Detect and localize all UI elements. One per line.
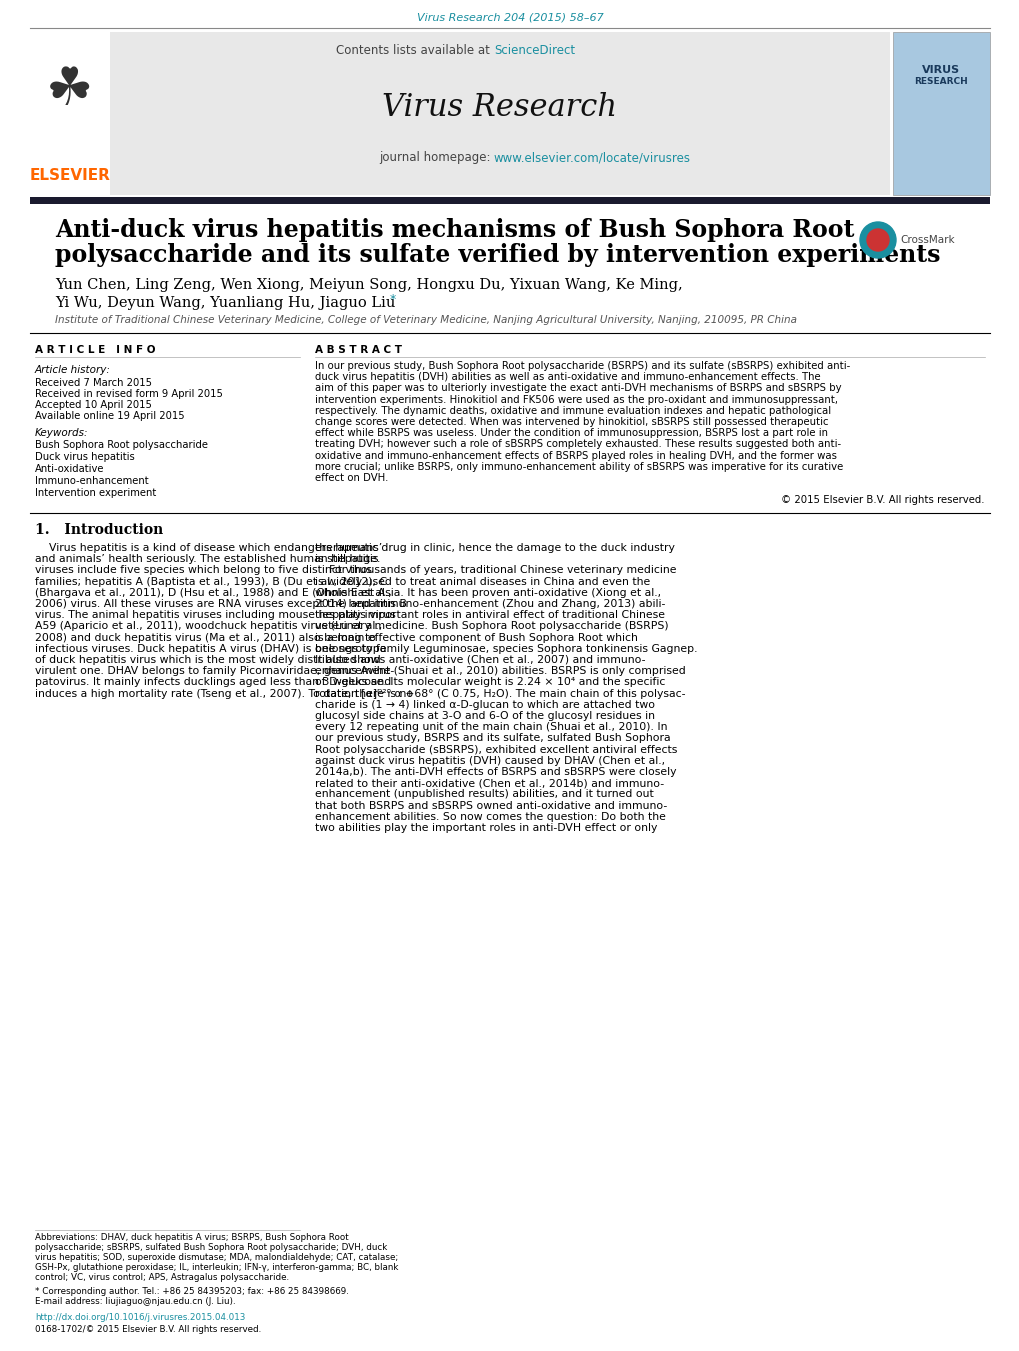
- Text: enhancement abilities. So now comes the question: Do both the: enhancement abilities. So now comes the …: [315, 812, 665, 821]
- Text: Keywords:: Keywords:: [35, 428, 89, 438]
- Bar: [30, 197, 989, 204]
- Text: Accepted 10 April 2015: Accepted 10 April 2015: [35, 400, 152, 409]
- Text: A B S T R A C T: A B S T R A C T: [315, 345, 401, 355]
- Text: VIRUS: VIRUS: [921, 65, 959, 76]
- Text: ELSEVIER: ELSEVIER: [30, 168, 110, 182]
- Text: charide is (1 → 4) linked α-D-glucan to which are attached two: charide is (1 → 4) linked α-D-glucan to …: [315, 700, 654, 709]
- Bar: [30, 32, 110, 195]
- Text: against duck virus hepatitis (DVH) caused by DHAV (Chen et al.,: against duck virus hepatitis (DVH) cause…: [315, 755, 664, 766]
- Text: enhancement (Shuai et al., 2010) abilities. BSRPS is only comprised: enhancement (Shuai et al., 2010) abiliti…: [315, 666, 685, 677]
- Text: belongs to family Leguminosae, species Sophora tonkinensis Gagnep.: belongs to family Leguminosae, species S…: [315, 644, 697, 654]
- Text: Virus Research: Virus Research: [382, 92, 616, 123]
- Text: intervention experiments. Hinokitiol and FK506 were used as the pro-oxidant and : intervention experiments. Hinokitiol and…: [315, 394, 838, 404]
- Text: ties play important roles in antiviral effect of traditional Chinese: ties play important roles in antiviral e…: [315, 611, 664, 620]
- Text: 2008) and duck hepatitis virus (Ma et al., 2011) also belong to: 2008) and duck hepatitis virus (Ma et al…: [35, 632, 376, 643]
- Text: Virus hepatitis is a kind of disease which endangers humans’: Virus hepatitis is a kind of disease whi…: [35, 543, 382, 553]
- Text: whole East Asia. It has been proven anti-oxidative (Xiong et al.,: whole East Asia. It has been proven anti…: [315, 588, 660, 597]
- Text: Anti-oxidative: Anti-oxidative: [35, 463, 104, 474]
- Text: Intervention experiment: Intervention experiment: [35, 488, 156, 499]
- Text: 0168-1702/© 2015 Elsevier B.V. All rights reserved.: 0168-1702/© 2015 Elsevier B.V. All right…: [35, 1325, 261, 1335]
- Text: therapeutic drug in clinic, hence the damage to the duck industry: therapeutic drug in clinic, hence the da…: [315, 543, 675, 553]
- Circle shape: [866, 230, 889, 251]
- Text: families; hepatitis A (Baptista et al., 1993), B (Du et al., 2012), C: families; hepatitis A (Baptista et al., …: [35, 577, 387, 586]
- Text: more crucial; unlike BSRPS, only immuno-enhancement ability of sBSRPS was impera: more crucial; unlike BSRPS, only immuno-…: [315, 462, 843, 471]
- Text: In our previous study, Bush Sophora Root polysaccharide (BSRPS) and its sulfate : In our previous study, Bush Sophora Root…: [315, 361, 850, 372]
- Text: 2014a,b). The anti-DVH effects of BSRPS and sBSRPS were closely: 2014a,b). The anti-DVH effects of BSRPS …: [315, 767, 676, 777]
- Text: For thousands of years, traditional Chinese veterinary medicine: For thousands of years, traditional Chin…: [315, 566, 676, 576]
- Text: two abilities play the important roles in anti-DVH effect or only: two abilities play the important roles i…: [315, 823, 656, 834]
- Bar: [892, 32, 989, 195]
- Text: Immuno-enhancement: Immuno-enhancement: [35, 476, 149, 486]
- Text: infectious viruses. Duck hepatitis A virus (DHAV) is one serotype: infectious viruses. Duck hepatitis A vir…: [35, 644, 386, 654]
- Text: RESEARCH: RESEARCH: [913, 77, 967, 86]
- Text: viruses include five species which belong to five distinct virus: viruses include five species which belon…: [35, 566, 372, 576]
- Text: http://dx.doi.org/10.1016/j.virusres.2015.04.013: http://dx.doi.org/10.1016/j.virusres.201…: [35, 1313, 246, 1323]
- Text: polysaccharide and its sulfate verified by intervention experiments: polysaccharide and its sulfate verified …: [55, 243, 940, 267]
- Text: is still huge.: is still huge.: [315, 554, 380, 565]
- Text: induces a high mortality rate (Tseng et al., 2007). To date, there is no: induces a high mortality rate (Tseng et …: [35, 689, 413, 698]
- Text: Received in revised form 9 April 2015: Received in revised form 9 April 2015: [35, 389, 223, 399]
- Text: aim of this paper was to ulteriorly investigate the exact anti-DVH mechanisms of: aim of this paper was to ulteriorly inve…: [315, 384, 841, 393]
- Text: Virus Research 204 (2015) 58–67: Virus Research 204 (2015) 58–67: [416, 14, 603, 23]
- Text: Duck virus hepatitis: Duck virus hepatitis: [35, 453, 135, 462]
- Text: Received 7 March 2015: Received 7 March 2015: [35, 378, 152, 388]
- Text: © 2015 Elsevier B.V. All rights reserved.: © 2015 Elsevier B.V. All rights reserved…: [781, 494, 984, 505]
- Text: control; VC, virus control; APS, Astragalus polysaccharide.: control; VC, virus control; APS, Astraga…: [35, 1274, 288, 1282]
- Text: glucosyl side chains at 3-O and 6-O of the glucosyl residues in: glucosyl side chains at 3-O and 6-O of t…: [315, 711, 654, 721]
- Text: *: *: [389, 293, 395, 307]
- Text: of D-glucose. Its molecular weight is 2.24 × 10⁴ and the specific: of D-glucose. Its molecular weight is 2.…: [315, 677, 664, 688]
- Text: oxidative and immuno-enhancement effects of BSRPS played roles in healing DVH, a: oxidative and immuno-enhancement effects…: [315, 451, 837, 461]
- Text: Contents lists available at: Contents lists available at: [336, 43, 493, 57]
- Text: rotation [α]ᴰ²⁰ α +68° (C 0.75, H₂O). The main chain of this polysac-: rotation [α]ᴰ²⁰ α +68° (C 0.75, H₂O). Th…: [315, 689, 685, 698]
- Text: virus. The animal hepatitis viruses including mouse hepatitis virus: virus. The animal hepatitis viruses incl…: [35, 611, 395, 620]
- Text: A59 (Aparicio et al., 2011), woodchuck hepatitis virus (Lu et al.,: A59 (Aparicio et al., 2011), woodchuck h…: [35, 621, 382, 631]
- Text: 2014) and immuno-enhancement (Zhou and Zhang, 2013) abili-: 2014) and immuno-enhancement (Zhou and Z…: [315, 598, 664, 609]
- Text: www.elsevier.com/locate/virusres: www.elsevier.com/locate/virusres: [493, 151, 690, 165]
- Text: that both BSRPS and sBSRPS owned anti-oxidative and immuno-: that both BSRPS and sBSRPS owned anti-ox…: [315, 801, 666, 811]
- Text: effect on DVH.: effect on DVH.: [315, 473, 388, 484]
- Text: and animals’ health seriously. The established human hepatitis: and animals’ health seriously. The estab…: [35, 554, 378, 565]
- Text: is a main effective component of Bush Sophora Root which: is a main effective component of Bush So…: [315, 632, 637, 643]
- Text: Available online 19 April 2015: Available online 19 April 2015: [35, 411, 184, 422]
- Text: ☘: ☘: [46, 63, 94, 116]
- Text: change scores were detected. When was intervened by hinokitiol, sBSRPS still pos: change scores were detected. When was in…: [315, 417, 827, 427]
- Text: polysaccharide; sBSRPS, sulfated Bush Sophora Root polysaccharide; DVH, duck: polysaccharide; sBSRPS, sulfated Bush So…: [35, 1243, 387, 1252]
- Text: 2006) virus. All these viruses are RNA viruses except the hepatitis B: 2006) virus. All these viruses are RNA v…: [35, 598, 407, 609]
- Text: journal homepage:: journal homepage:: [378, 151, 493, 165]
- Text: treating DVH; however such a role of sBSRPS completely exhausted. These results : treating DVH; however such a role of sBS…: [315, 439, 841, 450]
- Bar: [110, 32, 890, 195]
- Text: * Corresponding author. Tel.: +86 25 84395203; fax: +86 25 84398669.: * Corresponding author. Tel.: +86 25 843…: [35, 1288, 348, 1297]
- Text: Article history:: Article history:: [35, 365, 111, 376]
- Text: (Bhargava et al., 2011), D (Hsu et al., 1988) and E (Ohnishi et al.,: (Bhargava et al., 2011), D (Hsu et al., …: [35, 588, 391, 597]
- Text: GSH-Px, glutathione peroxidase; IL, interleukin; IFN-γ, interferon-gamma; BC, bl: GSH-Px, glutathione peroxidase; IL, inte…: [35, 1263, 398, 1273]
- Text: is widely used to treat animal diseases in China and even the: is widely used to treat animal diseases …: [315, 577, 650, 586]
- Text: duck virus hepatitis (DVH) abilities as well as anti-oxidative and immuno-enhanc: duck virus hepatitis (DVH) abilities as …: [315, 372, 820, 382]
- Text: It also shows anti-oxidative (Chen et al., 2007) and immuno-: It also shows anti-oxidative (Chen et al…: [315, 655, 645, 665]
- Text: Anti-duck virus hepatitis mechanisms of Bush Sophora Root: Anti-duck virus hepatitis mechanisms of …: [55, 218, 854, 242]
- Text: Yi Wu, Deyun Wang, Yuanliang Hu, Jiaguo Liu: Yi Wu, Deyun Wang, Yuanliang Hu, Jiaguo …: [55, 296, 395, 309]
- Circle shape: [859, 222, 895, 258]
- Text: Root polysaccharide (sBSRPS), exhibited excellent antiviral effects: Root polysaccharide (sBSRPS), exhibited …: [315, 744, 677, 755]
- Text: respectively. The dynamic deaths, oxidative and immune evaluation indexes and he: respectively. The dynamic deaths, oxidat…: [315, 405, 830, 416]
- Text: Bush Sophora Root polysaccharide: Bush Sophora Root polysaccharide: [35, 440, 208, 450]
- Text: veterinary medicine. Bush Sophora Root polysaccharide (BSRPS): veterinary medicine. Bush Sophora Root p…: [315, 621, 668, 631]
- Text: enhancement (unpublished results) abilities, and it turned out: enhancement (unpublished results) abilit…: [315, 789, 653, 800]
- Text: our previous study, BSRPS and its sulfate, sulfated Bush Sophora: our previous study, BSRPS and its sulfat…: [315, 734, 669, 743]
- Text: related to their anti-oxidative (Chen et al., 2014b) and immuno-: related to their anti-oxidative (Chen et…: [315, 778, 663, 788]
- Text: effect while BSRPS was useless. Under the condition of immunosuppression, BSRPS : effect while BSRPS was useless. Under th…: [315, 428, 827, 438]
- Text: virus hepatitis; SOD, superoxide dismutase; MDA, malondialdehyde; CAT, catalase;: virus hepatitis; SOD, superoxide dismuta…: [35, 1254, 397, 1262]
- Text: virulent one. DHAV belongs to family Picornaviridae, genus Avihe-: virulent one. DHAV belongs to family Pic…: [35, 666, 394, 677]
- Text: of duck hepatitis virus which is the most widely distributed and: of duck hepatitis virus which is the mos…: [35, 655, 380, 665]
- Text: 1.   Introduction: 1. Introduction: [35, 523, 163, 536]
- Text: ScienceDirect: ScienceDirect: [493, 43, 575, 57]
- Text: Institute of Traditional Chinese Veterinary Medicine, College of Veterinary Medi: Institute of Traditional Chinese Veterin…: [55, 315, 796, 326]
- Text: Abbreviations: DHAV, duck hepatitis A virus; BSRPS, Bush Sophora Root: Abbreviations: DHAV, duck hepatitis A vi…: [35, 1233, 348, 1243]
- Text: Yun Chen, Ling Zeng, Wen Xiong, Meiyun Song, Hongxu Du, Yixuan Wang, Ke Ming,: Yun Chen, Ling Zeng, Wen Xiong, Meiyun S…: [55, 278, 682, 292]
- Text: A R T I C L E   I N F O: A R T I C L E I N F O: [35, 345, 155, 355]
- Text: CrossMark: CrossMark: [899, 235, 954, 245]
- Text: every 12 repeating unit of the main chain (Shuai et al., 2010). In: every 12 repeating unit of the main chai…: [315, 723, 666, 732]
- Text: patovirus. It mainly infects ducklings aged less than 3 weeks and: patovirus. It mainly infects ducklings a…: [35, 677, 391, 688]
- Text: E-mail address: liujiaguo@njau.edu.cn (J. Liu).: E-mail address: liujiaguo@njau.edu.cn (J…: [35, 1297, 235, 1306]
